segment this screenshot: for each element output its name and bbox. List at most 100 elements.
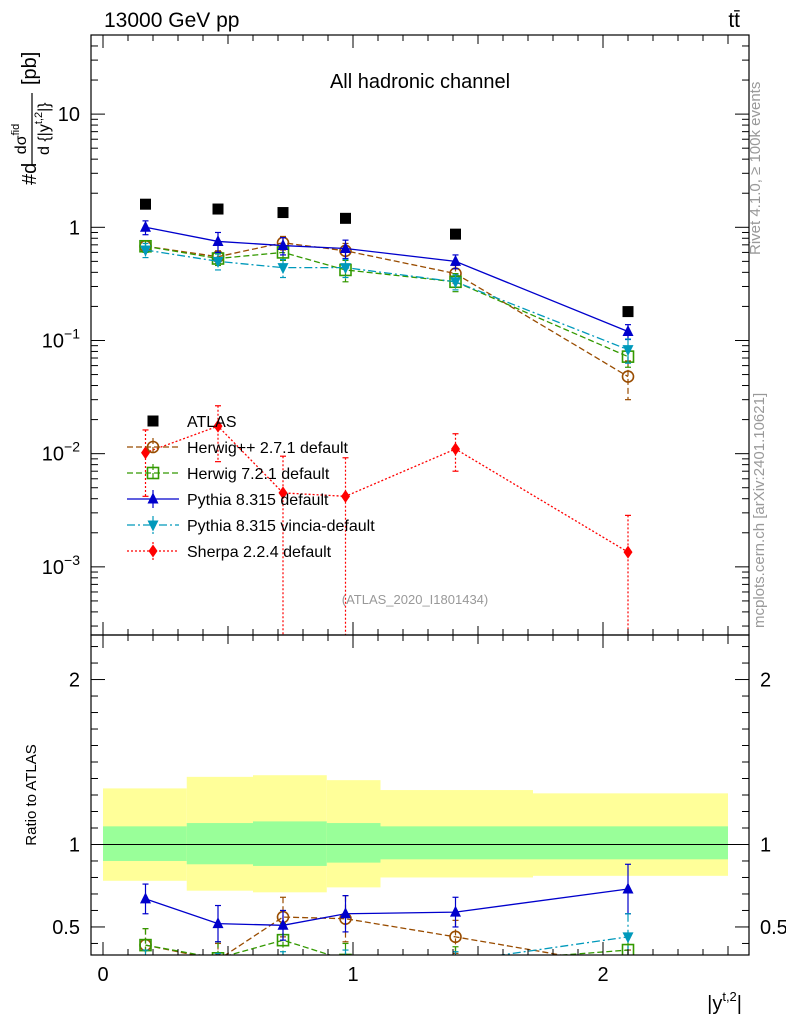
main-axes: 10 1 10−1 10−2 10−3 [42,34,749,635]
svg-text:#d: #d [19,163,41,185]
uncertainty-band-inner [326,823,381,863]
series-sherpa-2-2-4-default [141,1001,633,1016]
rivet-version-label: Rivet 4.1.0, ≥ 100k events [747,82,764,255]
data-point [340,263,351,275]
data-point [623,961,634,972]
legend-marker [147,520,159,532]
series-pythia-8-315-default [140,863,634,943]
ylabel-unit: [pb] [19,52,41,85]
data-point [212,256,224,268]
data-point [277,239,289,251]
legend-label: Herwig++ 2.7.1 default [187,440,349,457]
ratio-axes: 0.5 0.5 1 1 2 2 0 1 2 [52,635,786,986]
x-tick-label: 2 [597,964,608,986]
data-point [213,419,223,433]
data-point [624,1002,633,1015]
uncertainty-band-inner [533,826,728,860]
uncertainty-band-inner [253,821,327,866]
legend-label: Sherpa 2.2.4 default [187,544,332,561]
series-line [145,425,629,553]
x-tick-label: 1 [347,964,358,986]
ratio-frame [90,634,750,956]
y-tick-label: 10 [58,104,80,126]
data-point [140,892,151,904]
series-line [145,939,629,955]
series-line [145,226,629,333]
data-point [622,325,634,337]
main-panel: All hadronic channel (ATLAS_2020_I180143… [10,34,750,636]
legend-label: Pythia 8.315 vincia-default [187,518,375,535]
legend-marker [148,544,158,558]
ylabel-prefix: #d [19,163,41,185]
legend-item: Herwig 7.2.1 default [127,464,330,483]
series-pythia-8-315-default [140,220,634,341]
data-point [212,234,224,246]
data-point [450,958,461,969]
legend-label: Herwig 7.2.1 default [187,466,330,483]
data-point [449,930,462,944]
series-pythia-8-315-vincia-default [140,913,634,970]
data-point [450,905,461,917]
data-point [340,241,351,253]
ratio-xlabel: |yt,2| [707,989,742,1015]
y-tick-label: 1 [69,217,80,239]
legend-item: Herwig++ 2.7.1 default [127,438,349,457]
legend-marker [146,440,160,454]
data-point [214,1001,223,1014]
data-point [450,254,461,266]
data-point [622,306,634,318]
data-point [141,1002,150,1015]
data-point [140,955,151,966]
series-herwig-7-2-1-default [139,923,635,969]
svg-text:d {|yt,2|}: d {|yt,2|} [33,102,53,155]
data-point [340,212,351,224]
x-tick-label: 0 [97,964,108,986]
ratio-panel: 0.5 0.5 1 1 2 2 0 1 2 Ratio to ATLAS |yt,2| [23,634,786,1016]
data-point [140,245,151,257]
data-point [450,957,461,968]
legend-marker [146,466,160,480]
ylabel-den-end: |} [36,102,53,112]
data-point [623,545,633,559]
data-point [214,953,222,955]
uncertainty-band-inner [380,826,533,860]
data-point [340,907,351,919]
plot-title: All hadronic channel [330,71,510,93]
data-point [450,277,461,289]
series-line [145,916,565,955]
mcplots-label: mcplots.cern.ch [arXiv:2401.10621] [751,393,768,628]
y-tick-label: 0.5 [52,917,80,939]
legend-item: Pythia 8.315 default [127,490,329,509]
data-point [277,207,289,219]
main-ylabel: #d dσfid d {|yt,2|} [pb] [10,52,53,185]
y-tick-label: 10−2 [42,439,80,466]
data-point [140,198,151,210]
legend-item: Pythia 8.315 vincia-default [127,516,375,535]
data-point [621,943,635,955]
series-line [146,1007,629,1009]
data-point [279,1002,288,1015]
data-point [213,959,224,970]
y-tick-label: 1 [69,834,80,856]
y-tick-label: 2 [69,670,80,692]
y-tick-label: 10−1 [42,325,80,352]
ylabel-den-sup: t,2 [33,112,45,124]
ratio-bands [91,775,749,893]
ylabel-num: dσ [13,135,30,154]
uncertainty-band-inner [186,823,253,865]
legend-label: ATLAS [187,414,237,431]
analysis-label: (ATLAS_2020_I1801434) [342,592,488,607]
series-herwig-2-7-1-default [139,895,634,972]
data-point [277,918,289,930]
data-point [140,220,151,232]
series-pythia-8-315-vincia-default [140,242,634,364]
ylabel-den: d {|y [36,124,53,155]
data-point [278,957,289,968]
series-line [145,249,629,351]
data-point [278,486,288,500]
y-tick-label-right: 0.5 [760,917,786,939]
energy-label: 13000 GeV pp [104,9,239,32]
y-tick-label-right: 2 [760,670,771,692]
data-point [451,1001,460,1014]
